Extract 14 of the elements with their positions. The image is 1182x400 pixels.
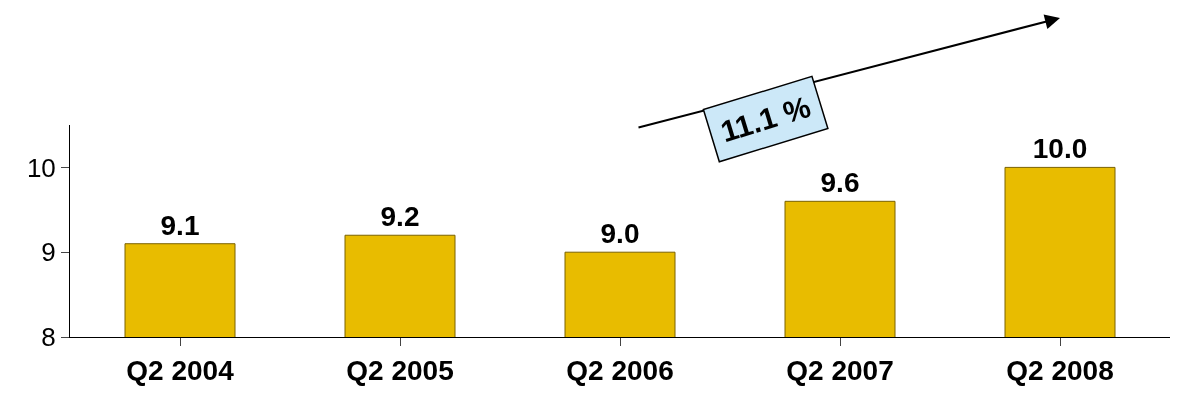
data-label: 9.0 bbox=[600, 218, 640, 250]
x-tick-label: Q2 2007 bbox=[786, 354, 894, 386]
x-tick-label: Q2 2006 bbox=[566, 354, 674, 386]
data-label: 9.1 bbox=[160, 209, 200, 241]
annotation: 11.1 % bbox=[716, 89, 815, 149]
data-label: 9.2 bbox=[380, 201, 420, 233]
x-tick-label: Q2 2008 bbox=[1006, 354, 1114, 386]
y-tick-label: 9 bbox=[41, 237, 56, 268]
x-tick-label: Q2 2005 bbox=[346, 354, 454, 386]
x-tick-label: Q2 2004 bbox=[126, 354, 235, 386]
y-tick-label: 8 bbox=[41, 322, 56, 353]
data-label: 10.0 bbox=[1032, 133, 1088, 165]
y-tick-label: 10 bbox=[26, 152, 56, 183]
data-label: 9.6 bbox=[820, 167, 860, 199]
